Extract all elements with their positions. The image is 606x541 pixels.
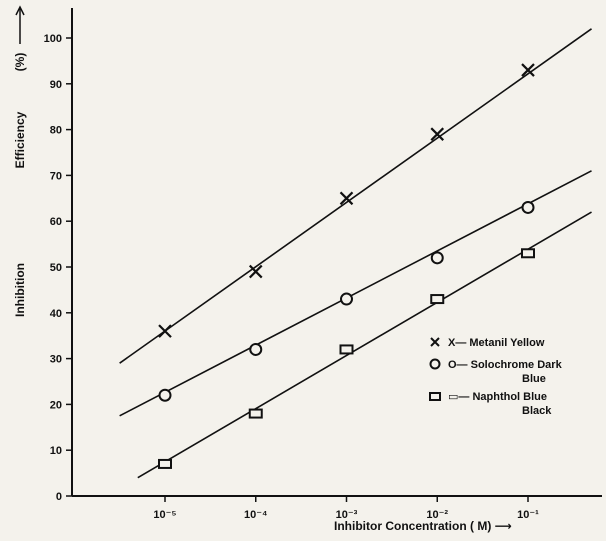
data-point-solochrome-dark-blue-3: [340, 292, 353, 306]
y-tick-label-50: 50: [50, 262, 62, 274]
legend-label-naphthol-line1: ▭— Naphthol Blue: [448, 391, 547, 403]
legend-marker-metanil-yellow: [430, 337, 440, 347]
data-point-naphthol-blue-black-4: [430, 294, 445, 305]
x-tick-label-5: 10⁻¹: [517, 509, 539, 521]
series-line-naphthol-blue-black: [137, 211, 592, 479]
y-tick-label-60: 60: [50, 216, 62, 228]
data-point-metanil-yellow-5: [521, 63, 535, 77]
data-point-solochrome-dark-blue-2: [249, 342, 263, 356]
x-tick-label-1: 10⁻⁵: [153, 509, 176, 521]
data-point-solochrome-dark-blue-5: [521, 200, 535, 214]
data-point-naphthol-blue-black-5: [521, 248, 535, 259]
y-tick-label-90: 90: [50, 79, 62, 91]
data-point-metanil-yellow-3: [339, 191, 354, 206]
series-line-solochrome-dark-blue: [119, 170, 592, 417]
x-axis-title: Inhibitor Concentration ( M) ⟶: [334, 519, 512, 533]
y-tick-label-80: 80: [50, 125, 62, 137]
legend-label-metanil-yellow: X— Metanil Yellow: [448, 337, 545, 349]
data-point-solochrome-dark-blue-1: [158, 388, 172, 402]
data-point-naphthol-blue-black-1: [158, 458, 172, 469]
legend: X— Metanil Yellow O— Solochrome Dark Blu…: [429, 337, 563, 417]
y-tick-label-70: 70: [50, 170, 62, 182]
legend-label-naphthol-line2: Black: [522, 405, 552, 417]
y-tick-label-0: 0: [56, 491, 62, 503]
x-tick-label-4: 10⁻²: [426, 509, 448, 521]
y-tick-label-40: 40: [50, 308, 62, 320]
series-line-metanil-yellow: [119, 28, 592, 364]
data-point-metanil-yellow-4: [430, 127, 445, 141]
y-axis-title-efficiency: Efficiency: [13, 111, 27, 168]
legend-marker-naphthol-blue-black: [429, 392, 441, 401]
y-tick-label-100: 100: [44, 33, 62, 45]
data-point-naphthol-blue-black-2: [248, 408, 263, 419]
y-axis-title-percent: (%): [13, 53, 27, 72]
legend-marker-solochrome-dark-blue: [429, 358, 441, 370]
y-tick-label-30: 30: [50, 354, 62, 366]
y-tick-label-20: 20: [50, 399, 62, 411]
x-tick-label-3: 10⁻³: [336, 509, 358, 521]
data-point-metanil-yellow-2: [248, 264, 263, 279]
y-axis-title-inhibition: Inhibition: [13, 263, 27, 317]
data-point-naphthol-blue-black-3: [339, 344, 354, 355]
x-tick-label-2: 10⁻⁴: [244, 509, 267, 521]
legend-label-solochrome-line2: Blue: [522, 373, 546, 385]
y-axis-title-arrowhead: [15, 5, 25, 16]
y-tick-label-10: 10: [50, 445, 62, 457]
data-point-metanil-yellow-1: [158, 324, 172, 338]
legend-label-solochrome-line1: O— Solochrome Dark: [448, 359, 563, 371]
data-point-solochrome-dark-blue-4: [430, 251, 444, 265]
